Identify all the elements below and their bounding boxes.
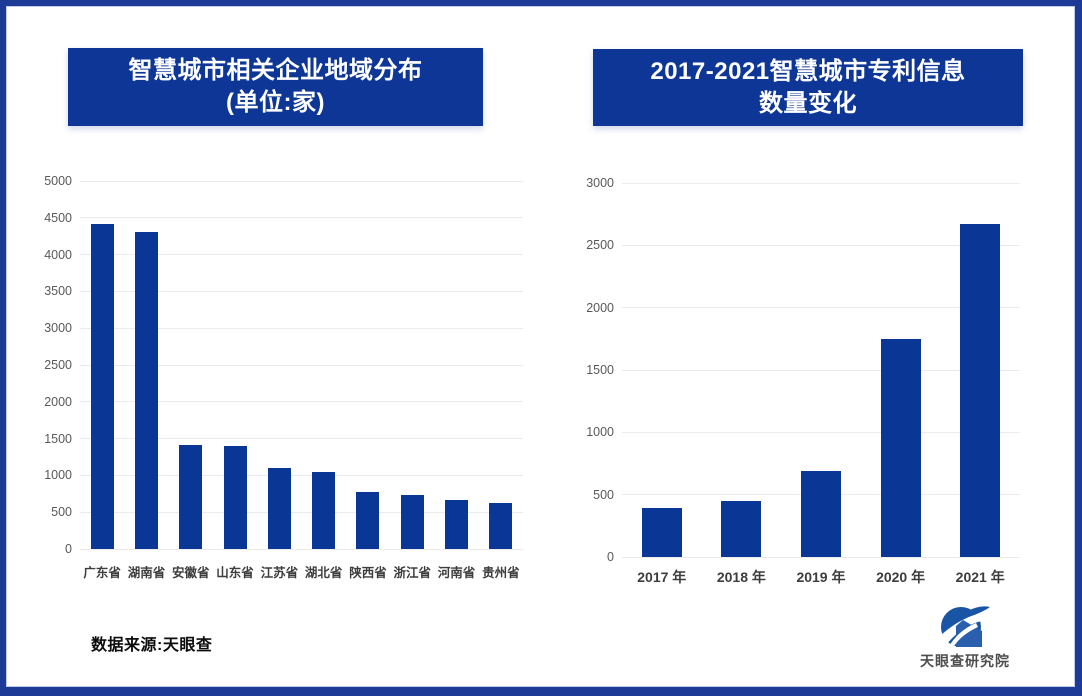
x-category-label: 2017 年 bbox=[637, 569, 687, 585]
x-category-label: 江苏省 bbox=[260, 566, 299, 580]
gridline bbox=[622, 431, 1020, 433]
x-category-label: 2018 年 bbox=[716, 569, 766, 585]
gridline bbox=[80, 474, 523, 476]
gridline bbox=[80, 254, 523, 256]
y-tick-label: 2000 bbox=[586, 300, 614, 315]
y-tick-label: 2500 bbox=[44, 358, 72, 372]
gridline bbox=[80, 180, 523, 182]
y-tick-label: 1500 bbox=[44, 431, 72, 446]
bar-山东省 bbox=[223, 445, 247, 549]
x-category-label: 湖北省 bbox=[304, 566, 343, 580]
bar-贵州省 bbox=[489, 503, 513, 549]
gridline bbox=[80, 290, 523, 292]
x-category-label: 湖南省 bbox=[127, 566, 166, 580]
right-chart-plot: 0 500 1000 1500 2000 2500 3000 2017 年 2018 年 2019… bbox=[586, 176, 1020, 585]
left-chart-plot: 0 500 1000 1500 2000 2500 3000 3500 4000 4500 5000… bbox=[44, 174, 523, 580]
gridline bbox=[80, 438, 523, 440]
x-category-label: 浙江省 bbox=[393, 566, 431, 580]
gridline bbox=[80, 548, 523, 550]
gridline bbox=[622, 244, 1020, 246]
gridline bbox=[80, 364, 523, 366]
x-category-label: 2020 年 bbox=[876, 569, 926, 585]
y-tick-label: 0 bbox=[607, 550, 614, 564]
left-chart-title-line2: (单位:家) bbox=[226, 89, 325, 116]
y-tick-label: 3000 bbox=[586, 176, 614, 190]
y-tick-label: 3500 bbox=[44, 284, 72, 299]
y-tick-label: 500 bbox=[593, 487, 614, 502]
bar-安徽省 bbox=[179, 444, 203, 549]
right-chart-title-line1: 2017-2021智慧城市专利信息 bbox=[650, 57, 966, 85]
y-tick-label: 5000 bbox=[44, 174, 72, 188]
bar-河南省 bbox=[445, 499, 469, 549]
tianyancha-logo-text: 天眼查研究院 bbox=[920, 653, 1010, 669]
bar-2019 年 bbox=[801, 470, 841, 557]
left-chart-title-line1: 智慧城市相关企业地域分布 bbox=[128, 57, 423, 85]
left-chart-title: 智慧城市相关企业地域分布 (单位:家) bbox=[68, 48, 483, 126]
gridline bbox=[622, 307, 1020, 309]
y-tick-label: 3000 bbox=[44, 321, 72, 336]
bar-江苏省 bbox=[267, 468, 291, 549]
gridline bbox=[80, 327, 523, 329]
y-tick-label: 1000 bbox=[586, 425, 614, 440]
data-source-note: 数据来源:天眼查 bbox=[91, 637, 213, 654]
tianyancha-eye-icon bbox=[940, 606, 990, 648]
gridline bbox=[622, 182, 1020, 184]
bar-陕西省 bbox=[356, 491, 380, 549]
y-tick-label: 4500 bbox=[44, 210, 72, 225]
x-category-label: 2021 年 bbox=[955, 569, 1005, 585]
x-category-label: 广东省 bbox=[83, 566, 121, 580]
x-category-label: 贵州省 bbox=[482, 566, 520, 580]
gridline bbox=[622, 369, 1020, 371]
x-category-label: 安徽省 bbox=[171, 566, 210, 580]
y-tick-label: 1500 bbox=[586, 363, 614, 377]
right-chart-title: 2017-2021智慧城市专利信息 数量变化 bbox=[593, 49, 1023, 126]
bar-2017 年 bbox=[641, 508, 682, 557]
bar-2020 年 bbox=[880, 338, 921, 557]
y-tick-label: 1000 bbox=[44, 468, 72, 483]
tianyancha-logo: 天眼查研究院 bbox=[900, 604, 1030, 671]
bar-湖南省 bbox=[134, 231, 158, 549]
x-category-label: 河南省 bbox=[437, 566, 476, 580]
bar-广东省 bbox=[90, 223, 114, 549]
x-category-label: 山东省 bbox=[216, 566, 254, 580]
gridline bbox=[80, 401, 523, 403]
bar-湖北省 bbox=[312, 471, 336, 549]
gridline bbox=[622, 556, 1020, 558]
y-tick-label: 2500 bbox=[586, 238, 614, 253]
bar-2018 年 bbox=[721, 500, 762, 557]
gridline bbox=[80, 217, 523, 219]
y-tick-label: 4000 bbox=[44, 247, 72, 262]
y-tick-label: 0 bbox=[65, 542, 72, 556]
bar-2021 年 bbox=[960, 224, 1001, 557]
x-category-label: 2019 年 bbox=[796, 569, 846, 585]
gridline bbox=[80, 511, 523, 513]
y-tick-label: 2000 bbox=[44, 394, 72, 409]
y-tick-label: 500 bbox=[51, 505, 72, 520]
right-chart-title-line2: 数量变化 bbox=[759, 89, 857, 117]
bar-浙江省 bbox=[400, 495, 424, 549]
x-category-label: 陕西省 bbox=[349, 566, 387, 580]
